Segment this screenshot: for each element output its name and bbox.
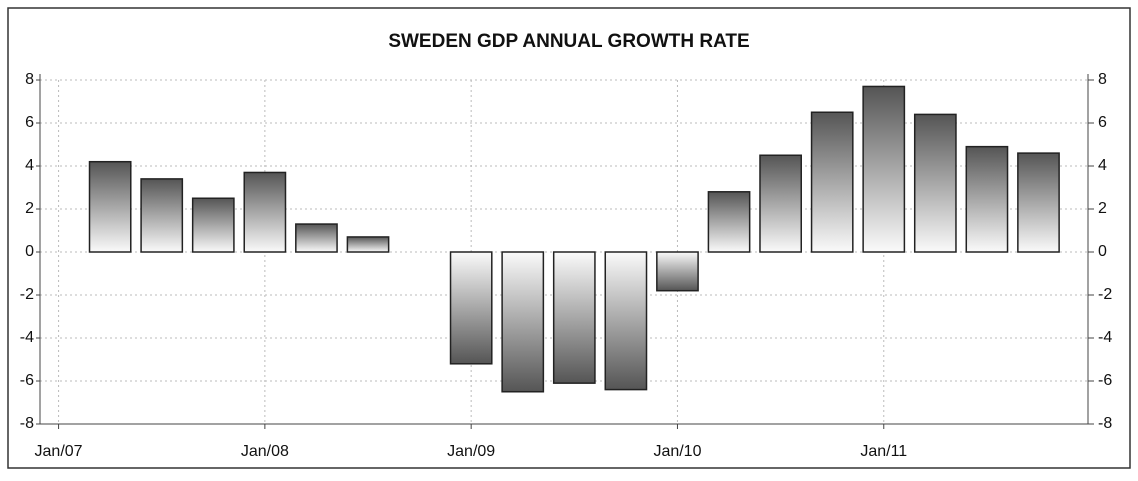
bar — [810, 111, 854, 253]
bar — [88, 160, 132, 253]
bar — [707, 191, 751, 253]
bar — [862, 85, 906, 253]
y-tick-label: 0 — [25, 243, 34, 260]
y-tick-label: -2 — [20, 286, 34, 303]
bar — [140, 178, 184, 253]
y-tick-label: -8 — [20, 415, 34, 432]
bar — [604, 251, 648, 391]
bar — [449, 251, 493, 365]
bar — [346, 236, 390, 253]
y2-tick-label: -8 — [1098, 415, 1112, 432]
y2-tick-label: 6 — [1098, 114, 1107, 131]
bar — [759, 154, 802, 253]
bar — [656, 251, 699, 292]
bar — [552, 251, 596, 384]
bar — [965, 145, 1009, 253]
chart-title: SWEDEN GDP ANNUAL GROWTH RATE — [388, 31, 749, 52]
bar — [243, 171, 287, 253]
bar — [295, 223, 338, 253]
y2-tick-label: 2 — [1098, 200, 1107, 217]
y2-tick-label: -2 — [1098, 286, 1112, 303]
y-tick-label: -6 — [20, 372, 34, 389]
y-tick-label: 6 — [25, 114, 34, 131]
y2-tick-label: 0 — [1098, 243, 1107, 260]
y-tick-label: -4 — [20, 329, 34, 346]
bar — [191, 197, 235, 253]
y2-tick-label: 4 — [1098, 157, 1107, 174]
bar — [1017, 152, 1060, 253]
y-tick-label: 4 — [25, 157, 34, 174]
y2-tick-label: 8 — [1098, 71, 1107, 88]
x-tick-label: Jan/09 — [447, 443, 495, 460]
y2-tick-label: -6 — [1098, 372, 1112, 389]
bar — [501, 251, 545, 393]
x-tick-label: Jan/07 — [35, 443, 83, 460]
bar — [913, 113, 957, 253]
y2-tick-label: -4 — [1098, 329, 1112, 346]
y-tick-label: 2 — [25, 200, 34, 217]
x-tick-label: Jan/11 — [860, 443, 907, 460]
x-tick-label: Jan/08 — [241, 443, 289, 460]
x-tick-label: Jan/10 — [653, 443, 701, 460]
y-tick-label: 8 — [25, 71, 34, 88]
